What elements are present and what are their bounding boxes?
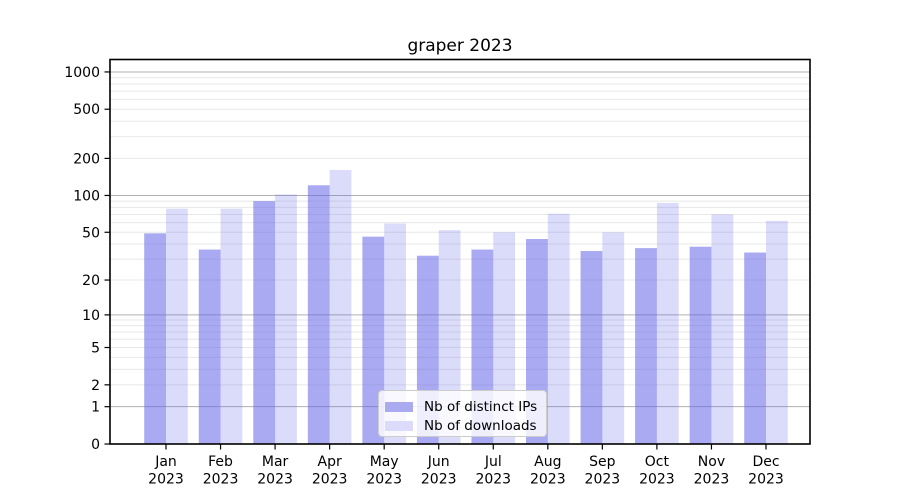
bar <box>144 233 166 444</box>
x-tick-label: Nov 2023 <box>694 454 730 488</box>
x-tick-label: Jun 2023 <box>421 454 457 488</box>
x-tick-label: Oct 2023 <box>639 454 675 488</box>
y-tick-label: 50 <box>82 225 100 241</box>
bar <box>253 201 276 444</box>
x-tick-label: Mar 2023 <box>257 454 293 488</box>
bar <box>656 202 679 444</box>
bar <box>602 232 625 444</box>
y-tick-label: 1 <box>91 400 100 416</box>
bar <box>329 170 352 444</box>
x-tick-label: May 2023 <box>366 454 402 488</box>
bars-downloads <box>166 170 788 444</box>
legend-item-distinct-ips: Nb of distinct IPs <box>385 398 537 416</box>
y-axis: 0 1 2 5 10 20 50 100 200 500 1000 <box>64 65 110 453</box>
y-tick-label: 200 <box>73 151 100 167</box>
x-tick-label: Jul 2023 <box>475 454 511 488</box>
bar <box>166 208 188 444</box>
bar <box>580 251 603 444</box>
bar <box>689 246 712 444</box>
bar <box>275 194 297 444</box>
y-tick-label: 5 <box>91 341 100 357</box>
x-tick-label: Aug 2023 <box>530 454 566 488</box>
bar <box>220 208 243 444</box>
x-tick-label: Apr 2023 <box>312 454 348 488</box>
bar <box>547 213 570 444</box>
y-tick-label: 2 <box>91 378 100 394</box>
bar <box>635 248 657 444</box>
x-tick-label: Feb 2023 <box>203 454 239 488</box>
bar <box>198 249 221 444</box>
legend-label-distinct-ips: Nb of distinct IPs <box>424 399 538 415</box>
y-tick-label: 10 <box>82 308 100 324</box>
bar <box>711 214 734 444</box>
x-axis: Jan 2023 Feb 2023 Mar 2023 Apr 2023 May 2023 Jun 20… <box>148 444 784 488</box>
legend-swatch-downloads <box>385 420 413 432</box>
chart-legend: Nb of distinct IPs Nb of downloads <box>378 390 547 437</box>
chart-title: graper 2023 <box>407 36 513 56</box>
legend-swatch-distinct-ips <box>385 401 413 413</box>
x-tick-label: Sep 2023 <box>585 454 621 488</box>
bar <box>765 220 788 444</box>
bar <box>384 223 406 444</box>
legend-item-downloads: Nb of downloads <box>385 417 537 435</box>
bar <box>744 252 766 444</box>
bar <box>307 185 330 444</box>
y-tick-label: 0 <box>91 437 100 453</box>
y-tick-label: 100 <box>73 188 100 204</box>
y-tick-label: 500 <box>73 102 100 118</box>
y-tick-label: 20 <box>82 273 100 289</box>
x-tick-label: Dec 2023 <box>748 454 784 488</box>
y-tick-label: 1000 <box>64 65 100 81</box>
x-tick-label: Jan 2023 <box>148 454 184 488</box>
legend-label-downloads: Nb of downloads <box>424 418 537 434</box>
plot-border <box>109 58 811 445</box>
